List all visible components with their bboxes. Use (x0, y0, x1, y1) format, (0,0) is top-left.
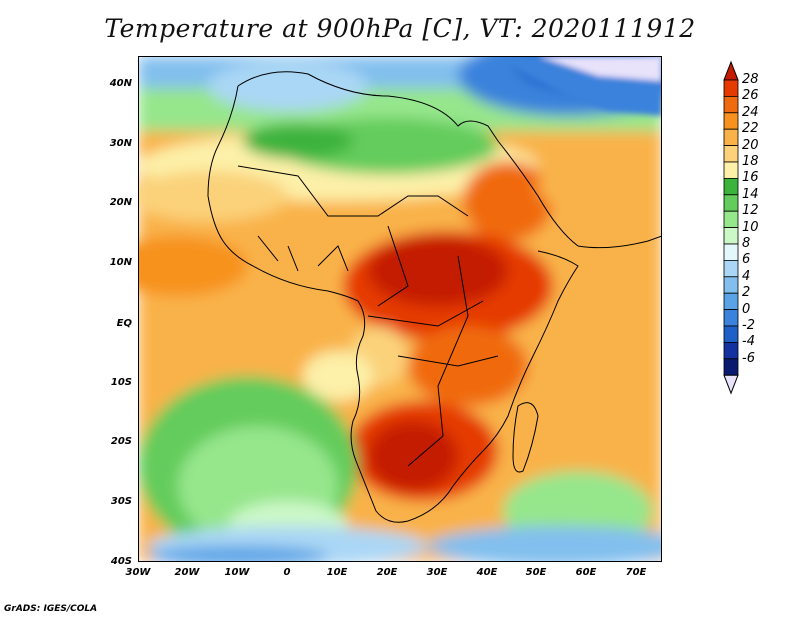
colorbar-box (723, 79, 739, 97)
colorbar-level-label: 22 (742, 121, 759, 137)
colorbar-level-label: 28 (742, 72, 759, 87)
colorbar-level-label: 18 (742, 154, 759, 169)
colorbar-box (723, 112, 739, 130)
colorbar-box (723, 292, 739, 311)
lon-label-10w: 10W (224, 567, 250, 578)
lat-label-20n: 20N (109, 197, 132, 208)
lat-label-20s: 20S (110, 436, 132, 447)
lon-label-40e: 40E (476, 567, 498, 578)
colorbar-box (723, 177, 739, 196)
colorbar-box (723, 341, 739, 360)
lat-label-10n: 10N (109, 257, 132, 268)
colorbar-box (723, 227, 739, 245)
colorbar-level-label: 10 (742, 219, 759, 235)
colorbar-level-label: 14 (742, 186, 759, 202)
lon-label-20w: 20W (174, 567, 200, 578)
colorbar-box (723, 325, 739, 343)
lon-label-70e: 70E (625, 567, 647, 578)
colorbar-level-label: 16 (742, 170, 759, 186)
colorbar-level-label: 20 (742, 137, 759, 153)
colorbar-min-triangle (723, 374, 739, 395)
colorbar-level-label: -2 (742, 318, 755, 333)
lat-label-10s: 10S (110, 377, 132, 388)
lon-label-30w: 30W (125, 567, 151, 578)
colorbar-box (723, 194, 739, 212)
lat-label-eq: EQ (116, 318, 132, 329)
colorbar-box (723, 276, 739, 294)
coastlines (207, 71, 662, 523)
lon-label-20e: 20E (376, 567, 398, 578)
lon-label-30e: 30E (426, 567, 448, 578)
colorbar-level-label: 26 (742, 88, 759, 104)
colorbar-level-label: -4 (742, 334, 755, 350)
colorbar-level-label: 24 (742, 104, 759, 120)
lon-label-10e: 10E (326, 567, 348, 578)
temperature-field (138, 56, 662, 562)
colorbar-box (723, 161, 739, 179)
credit-text: GrADS: IGES/COLA (4, 604, 98, 614)
map-title: Temperature at 900hPa [C], VT: 202011191… (104, 14, 696, 43)
colorbar-box (723, 309, 739, 327)
colorbar-box (723, 358, 739, 376)
lon-label-60e: 60E (575, 567, 597, 578)
lat-label-30n: 30N (109, 138, 132, 149)
lon-label-50e: 50E (525, 567, 547, 578)
colorbar-level-label: 2 (742, 285, 751, 301)
lat-label-30s: 30S (110, 496, 132, 507)
temperature-map (138, 56, 662, 562)
colorbar-box (723, 128, 739, 146)
colorbar-box (723, 96, 739, 114)
colorbar-level-label: 4 (742, 268, 751, 284)
colorbar-max-triangle (723, 60, 739, 81)
lat-label-40s: 40S (110, 556, 132, 567)
colorbar-box (723, 210, 739, 228)
colorbar-box (723, 243, 739, 261)
colorbar-box (723, 259, 739, 278)
lon-label-0: 0 (283, 567, 291, 578)
colorbar-box (723, 145, 739, 163)
colorbar-level-label: 12 (742, 203, 759, 219)
lat-label-40n: 40N (109, 78, 132, 89)
colorbar-level-label: -6 (742, 350, 755, 366)
colorbar-level-label: 6 (742, 252, 751, 268)
colorbar-level-label: 0 (742, 301, 751, 317)
colorbar-level-label: 8 (742, 236, 751, 251)
